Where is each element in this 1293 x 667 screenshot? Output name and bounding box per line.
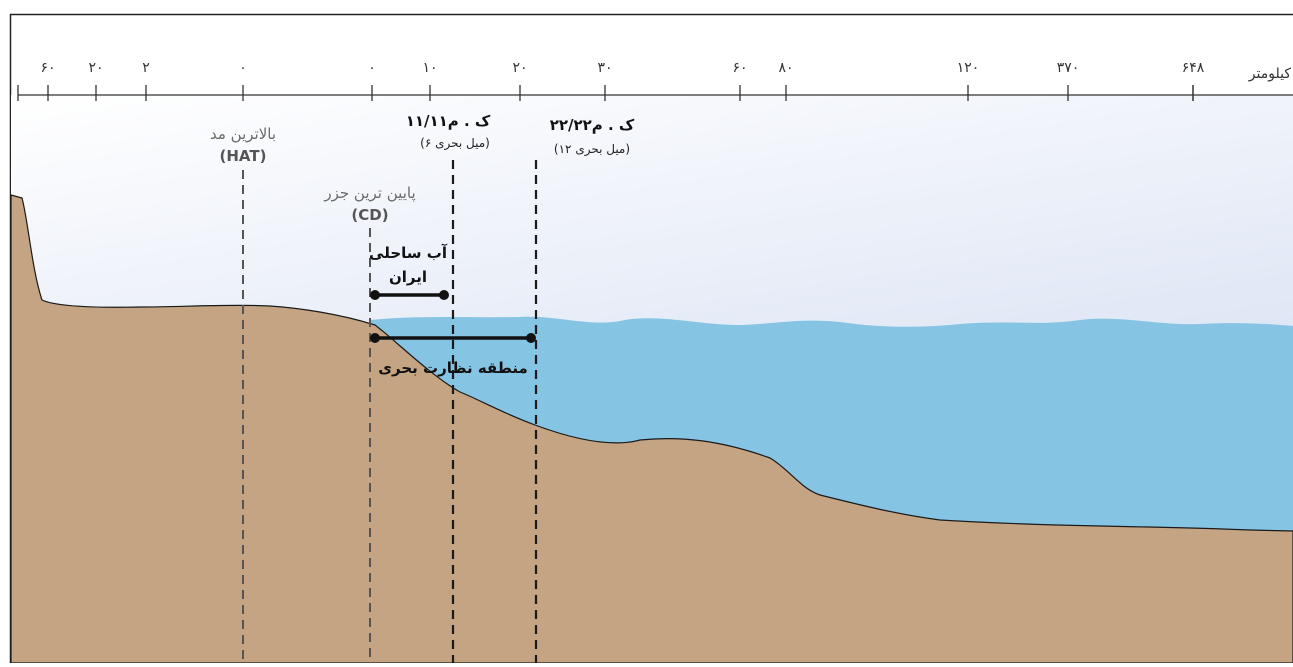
scale-tick-label: ۶۴۸	[1182, 60, 1205, 76]
scale-tick-label: ۰	[239, 60, 247, 76]
hat-abbr-label: (HAT)	[220, 147, 267, 165]
coastal-water-start-dot	[370, 290, 380, 300]
supervision-start-dot	[370, 333, 380, 343]
scale-tick-label: ۲	[142, 60, 150, 76]
limit11-sublabel: (۶ میل بحری)	[420, 136, 490, 151]
cd-abbr-label: (CD)	[351, 206, 388, 224]
scale-tick-label: ۱۰	[422, 60, 437, 76]
scale-tick-label: ۶۰	[40, 60, 55, 76]
coastal-water-label-2: ایران	[389, 268, 427, 286]
scale-tick-label: ۶۰	[732, 60, 747, 76]
scale-tick-label: ۲۰	[88, 60, 103, 76]
scale-tick-label: ۱۲۰	[957, 60, 980, 76]
limit22-sublabel: (۱۲ میل بحری)	[554, 142, 630, 157]
scale-tick-label: ۲۰	[512, 60, 527, 76]
supervision-end-dot	[526, 333, 536, 343]
supervision-zone-label: منطقه نظارت بحری	[378, 359, 527, 377]
coastal-water-end-dot	[439, 290, 449, 300]
limit22-label: ۲۲/۲۲ک . م	[550, 116, 635, 134]
cd-label: پایین ترین جزر	[323, 184, 415, 203]
hat-label: بالاترین مد	[210, 125, 276, 143]
scale-unit-label: کیلومتر	[1248, 66, 1292, 82]
scale-tick-label: ۰	[368, 60, 376, 76]
scale-tick-label: ۳۷۰	[1057, 60, 1080, 76]
scale-tick-label: ۳۰	[597, 60, 612, 76]
limit11-label: ۱۱/۱۱ک . م	[406, 112, 491, 130]
scale-tick-label: ۸۰	[778, 60, 793, 76]
coastal-water-label: آب ساحلی	[369, 244, 448, 262]
